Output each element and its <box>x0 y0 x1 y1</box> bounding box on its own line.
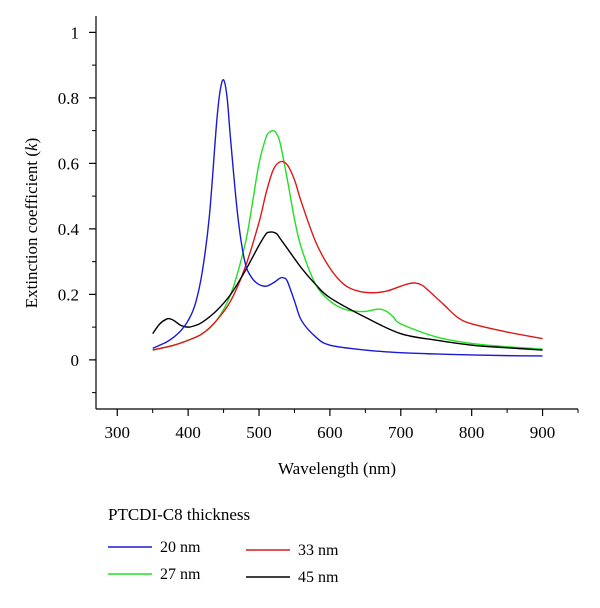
y-tick-label: 0.6 <box>58 154 79 173</box>
x-tick-label: 900 <box>530 423 556 442</box>
series-line-33-nm <box>152 160 543 351</box>
y-tick-label: 0.2 <box>58 285 79 304</box>
axes: 300 400 500 600 700 800 900 0 0.2 0.4 0.6 0.8 1 <box>58 16 579 442</box>
legend: PTCDI-C8 thickness 20 nm 27 nm 33 nm 45 nm <box>108 505 339 586</box>
legend-title: PTCDI-C8 thickness <box>108 505 250 524</box>
x-tick-label: 500 <box>246 423 272 442</box>
y-axis-title-variable: k <box>22 143 41 151</box>
y-tick-label: 0.4 <box>58 220 80 239</box>
legend-label: 33 nm <box>298 542 339 559</box>
x-tick-label: 600 <box>317 423 343 442</box>
y-tick-label: 0.8 <box>58 89 79 108</box>
legend-label: 20 nm <box>160 539 201 556</box>
legend-label: 27 nm <box>160 566 201 583</box>
y-axis-title: Extinction coefficient (k) <box>22 138 41 309</box>
x-tick-label: 300 <box>105 423 131 442</box>
plot-area <box>152 79 543 357</box>
x-tick-label: 400 <box>175 423 201 442</box>
x-tick-label: 800 <box>459 423 485 442</box>
y-tick-label: 1 <box>71 23 80 42</box>
series-line-45-nm <box>152 231 543 351</box>
x-axis-title: Wavelength (nm) <box>278 459 396 478</box>
legend-label: 45 nm <box>298 569 339 586</box>
series-line-20-nm <box>152 79 543 357</box>
y-axis-title-prefix: Extinction coefficient ( <box>22 151 41 309</box>
x-tick-label: 700 <box>388 423 414 442</box>
series-line-27-nm <box>152 129 543 351</box>
y-axis-title-suffix: ) <box>22 138 41 144</box>
y-tick-label: 0 <box>71 351 80 370</box>
